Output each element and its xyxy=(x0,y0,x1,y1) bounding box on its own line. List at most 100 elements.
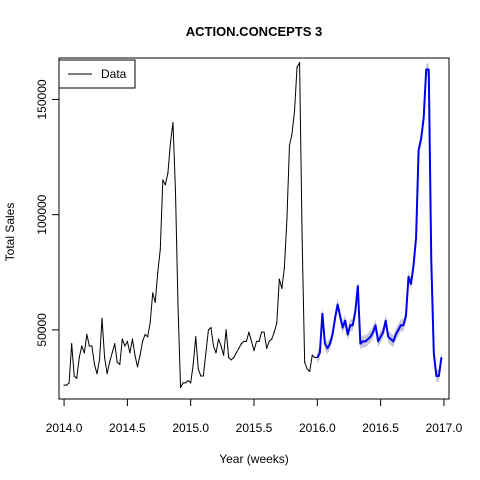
data-point xyxy=(255,340,258,342)
data-point xyxy=(223,354,225,356)
data-point xyxy=(78,356,80,359)
data-point xyxy=(235,352,237,354)
data-point xyxy=(195,336,197,338)
data-point xyxy=(423,117,425,119)
x-tick-label: 2017.0 xyxy=(426,421,463,435)
data-point xyxy=(86,333,88,336)
data-point xyxy=(71,343,73,345)
data-point xyxy=(369,336,372,338)
data-point xyxy=(271,338,273,340)
data-point xyxy=(152,292,154,294)
data-point xyxy=(342,326,344,329)
data-point xyxy=(316,356,318,359)
data-point xyxy=(296,66,298,68)
data-point xyxy=(126,340,128,342)
data-point xyxy=(276,322,278,324)
data-point xyxy=(405,315,407,317)
data-point xyxy=(382,331,384,333)
x-tick-label: 2014.0 xyxy=(46,421,83,435)
data-point xyxy=(192,363,194,366)
series-layer xyxy=(63,62,443,389)
data-point xyxy=(380,336,382,338)
data-point xyxy=(387,336,389,338)
data-point xyxy=(410,283,412,285)
data-point xyxy=(68,382,70,384)
data-point xyxy=(440,356,443,359)
data-point xyxy=(306,368,308,370)
data-point xyxy=(400,324,402,326)
data-point xyxy=(390,338,392,340)
data-point xyxy=(141,340,144,342)
data-point xyxy=(298,62,301,64)
data-point xyxy=(136,366,139,368)
data-point xyxy=(228,356,230,359)
y-tick-label: 100000 xyxy=(35,194,49,234)
data-point xyxy=(433,352,435,354)
data-point xyxy=(210,326,212,329)
data-point xyxy=(324,343,326,345)
chart-title: ACTION.CONCEPTS 3 xyxy=(186,24,323,39)
legend-label-data: Data xyxy=(101,67,127,81)
data-point xyxy=(185,382,187,384)
data-point xyxy=(367,338,369,340)
data-point xyxy=(76,377,78,379)
data-point xyxy=(164,184,166,186)
series-data xyxy=(63,62,318,389)
data-point xyxy=(233,356,235,359)
x-axis: 2014.0 2014.5 2015.0 2015.5 2016.0 2016.5 2017… xyxy=(46,398,463,435)
data-point xyxy=(266,347,268,349)
data-point xyxy=(339,315,341,317)
data-point xyxy=(268,340,270,342)
data-point xyxy=(96,373,98,375)
data-point xyxy=(73,375,75,377)
data-point xyxy=(412,264,415,266)
data-point xyxy=(200,375,202,377)
data-point xyxy=(111,352,113,354)
data-point xyxy=(98,359,101,361)
y-tick-label: 50000 xyxy=(35,313,49,347)
data-point xyxy=(273,331,275,333)
data-point xyxy=(190,382,192,384)
data-point xyxy=(83,352,85,354)
data-point xyxy=(415,237,417,239)
data-point xyxy=(260,331,263,333)
data-point xyxy=(205,352,207,354)
data-point xyxy=(344,320,346,322)
x-tick-label: 2016.0 xyxy=(299,421,336,435)
data-point xyxy=(159,248,161,250)
data-point xyxy=(438,375,440,377)
data-point xyxy=(311,354,313,356)
data-point xyxy=(354,310,356,313)
data-point xyxy=(301,237,303,239)
data-point xyxy=(374,324,377,326)
data-point xyxy=(91,345,93,347)
data-point xyxy=(281,287,283,290)
data-point xyxy=(248,331,250,333)
data-point xyxy=(336,303,339,306)
legend: Data xyxy=(58,59,136,89)
data-point xyxy=(377,340,379,342)
data-point xyxy=(187,379,189,382)
data-point xyxy=(154,301,156,303)
x-tick-label: 2015.5 xyxy=(236,421,273,435)
data-point xyxy=(372,331,374,333)
data-point xyxy=(331,333,334,336)
forecast-line xyxy=(316,68,443,377)
data-point xyxy=(245,340,248,342)
data-point xyxy=(65,384,68,386)
data-point xyxy=(402,324,405,326)
data-point xyxy=(207,329,210,331)
data-point xyxy=(326,347,329,349)
data-point xyxy=(177,306,179,308)
data-point xyxy=(364,340,367,342)
data-point xyxy=(230,359,232,361)
data-point xyxy=(106,373,108,375)
data-point xyxy=(131,338,134,340)
x-tick-label: 2016.5 xyxy=(362,421,399,435)
data-point xyxy=(392,340,394,342)
data-point xyxy=(258,340,260,342)
data-point xyxy=(425,68,427,71)
data-point xyxy=(314,356,316,359)
data-point xyxy=(329,343,331,345)
data-line xyxy=(64,62,318,388)
